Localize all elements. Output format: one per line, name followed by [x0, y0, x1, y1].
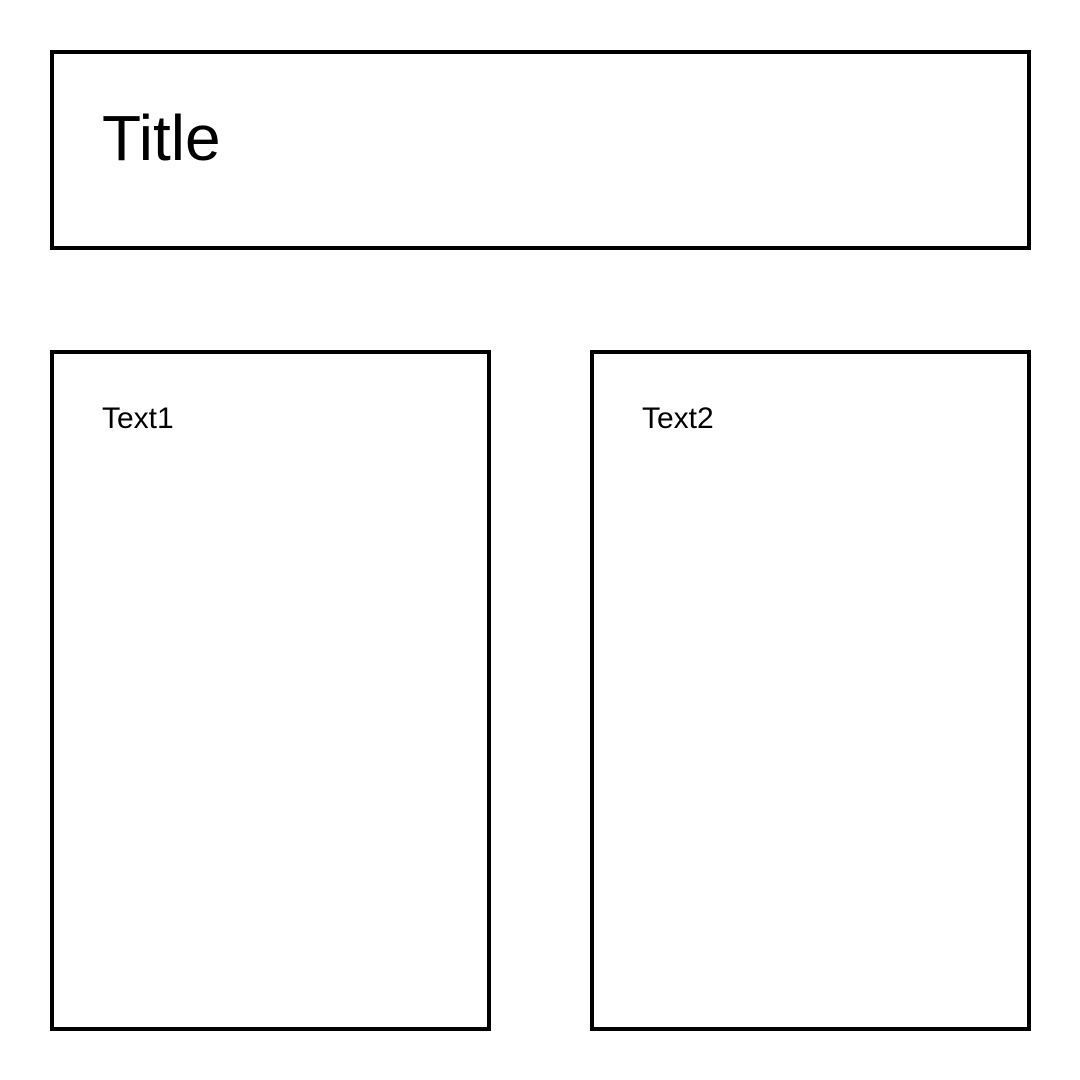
text-panel-1: Text1: [50, 350, 491, 1031]
text-panel-2-label: Text2: [642, 402, 714, 435]
page-title: Title: [102, 102, 221, 174]
text-panel-2: Text2: [590, 350, 1031, 1031]
title-box: Title: [50, 50, 1031, 250]
text-panel-1-label: Text1: [102, 402, 174, 435]
